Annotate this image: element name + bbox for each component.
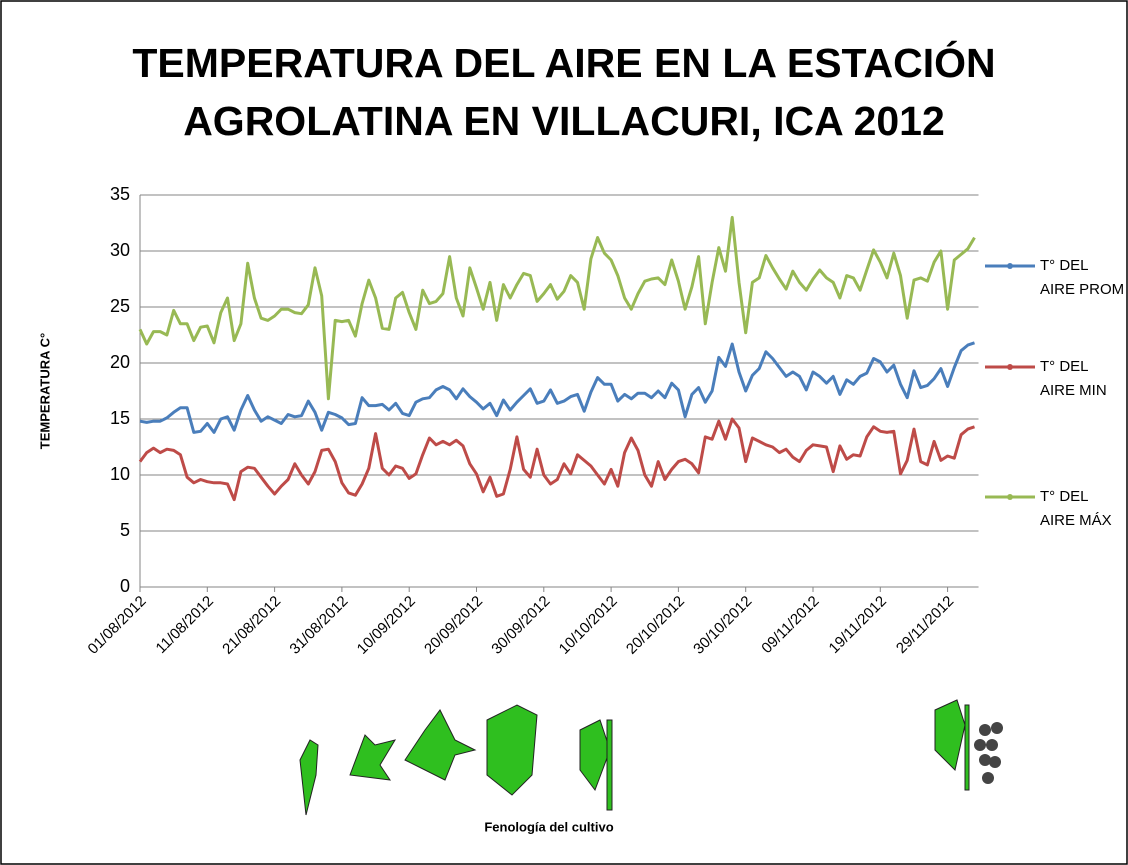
legend-marker bbox=[1007, 364, 1013, 370]
y-tick-label: 5 bbox=[120, 520, 130, 540]
y-tick-label: 30 bbox=[110, 240, 130, 260]
data-line bbox=[138, 417, 975, 502]
grape-cluster bbox=[974, 722, 1003, 784]
y-tick-label: 10 bbox=[110, 464, 130, 484]
chart-title: AGROLATINA EN VILLACURI, ICA 2012 bbox=[183, 98, 945, 144]
data-line bbox=[138, 215, 976, 401]
legend-label: T° DEL AIRE MÁX bbox=[1040, 488, 1112, 529]
legend-marker bbox=[1007, 494, 1013, 500]
legend-label: T° DEL AIRE MIN bbox=[1040, 358, 1107, 399]
y-tick-label: 25 bbox=[110, 296, 130, 316]
y-tick-label: 15 bbox=[110, 408, 130, 428]
y-tick-label: 35 bbox=[110, 184, 130, 204]
data-line bbox=[139, 341, 975, 434]
y-tick-label: 20 bbox=[110, 352, 130, 372]
y-axis-label: TEMPERATURA C° bbox=[37, 333, 52, 449]
legend-marker bbox=[1007, 263, 1013, 269]
phenology-icons bbox=[299, 699, 970, 816]
caption: Fenología del cultivo bbox=[484, 819, 613, 834]
y-tick-label: 0 bbox=[120, 576, 130, 596]
legend-label: T° DEL AIRE PROM bbox=[1040, 257, 1125, 298]
chart-title: TEMPERATURA DEL AIRE EN LA ESTACIÓN bbox=[132, 40, 996, 86]
